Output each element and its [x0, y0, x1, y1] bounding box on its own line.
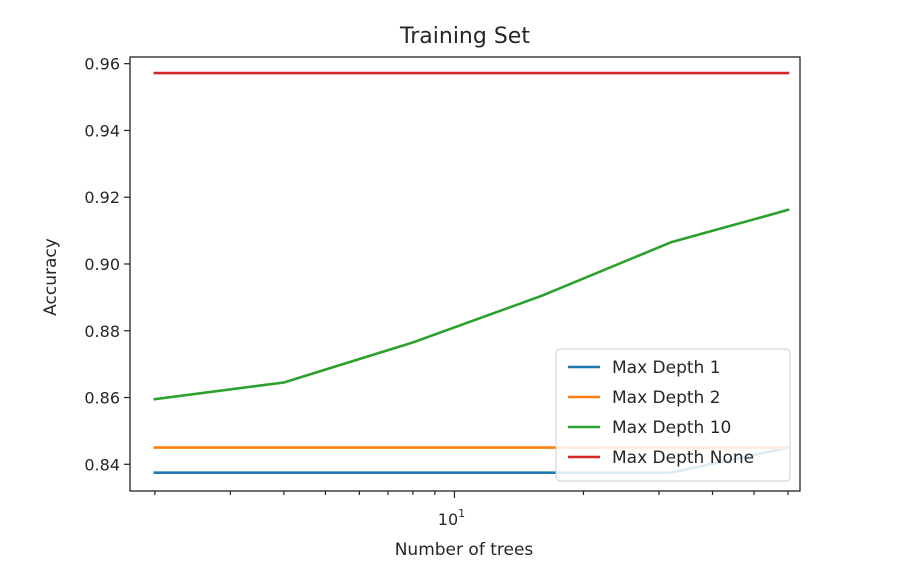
x-axis-label: Number of trees — [395, 540, 534, 560]
y-tick-label: 0.84 — [84, 455, 120, 474]
x-tick-label: 101 — [438, 507, 465, 529]
y-tick-label: 0.94 — [84, 121, 120, 140]
legend: Max Depth 1 Max Depth 2 Max Depth 10 Max De… — [555, 348, 791, 482]
y-tick-label: 0.96 — [84, 55, 120, 74]
plot-frame — [129, 56, 801, 492]
y-tick-label: 0.92 — [84, 188, 120, 207]
legend-label-1: Max Depth 1 — [612, 358, 721, 378]
legend-label-2: Max Depth 2 — [612, 388, 721, 408]
y-tick-label: 0.88 — [84, 322, 120, 341]
legend-label-4: Max Depth None — [612, 448, 754, 468]
chart-title: Training Set — [399, 24, 530, 49]
y-axis-label: Accuracy — [41, 238, 61, 316]
legend-label-3: Max Depth 10 — [612, 418, 731, 438]
series-line-3 — [153, 208, 790, 401]
y-tick-label: 0.90 — [84, 255, 120, 274]
legend-box — [555, 348, 791, 482]
y-tick-label: 0.86 — [84, 389, 120, 408]
ticks-layer: 0.84 0.86 0.88 0.90 0.92 0.94 0.96 101 — [84, 55, 789, 529]
